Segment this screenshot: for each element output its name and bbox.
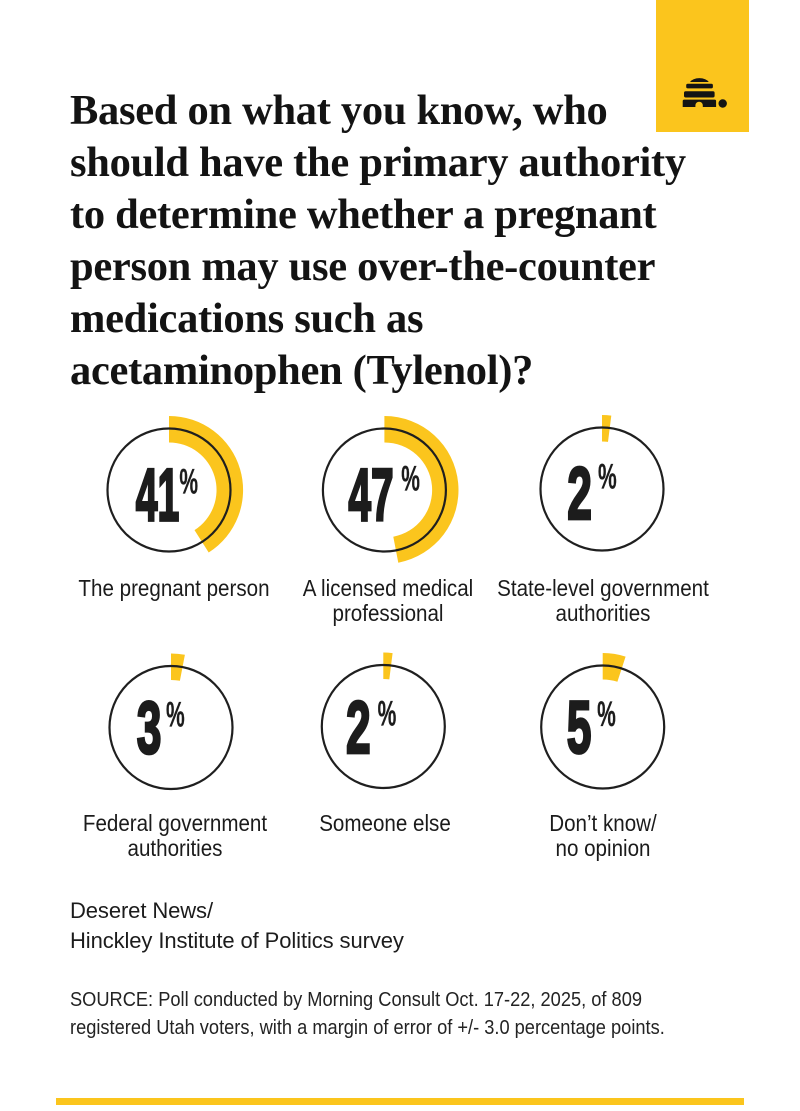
- svg-text:2: 2: [346, 686, 371, 768]
- svg-text:3: 3: [137, 686, 162, 768]
- svg-text:%: %: [597, 696, 616, 735]
- svg-text:%: %: [401, 460, 420, 499]
- svg-text:47: 47: [348, 454, 393, 537]
- svg-text:5: 5: [567, 686, 592, 768]
- svg-text:%: %: [166, 696, 185, 735]
- svg-text:%: %: [598, 458, 617, 497]
- svg-text:%: %: [378, 695, 397, 734]
- svg-text:2: 2: [567, 452, 592, 534]
- svg-text:%: %: [179, 463, 198, 502]
- svg-text:41: 41: [136, 453, 180, 537]
